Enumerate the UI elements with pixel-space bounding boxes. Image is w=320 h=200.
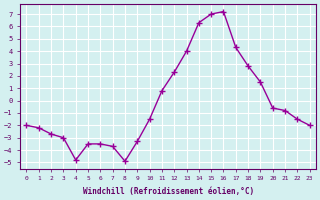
X-axis label: Windchill (Refroidissement éolien,°C): Windchill (Refroidissement éolien,°C) [83, 187, 254, 196]
